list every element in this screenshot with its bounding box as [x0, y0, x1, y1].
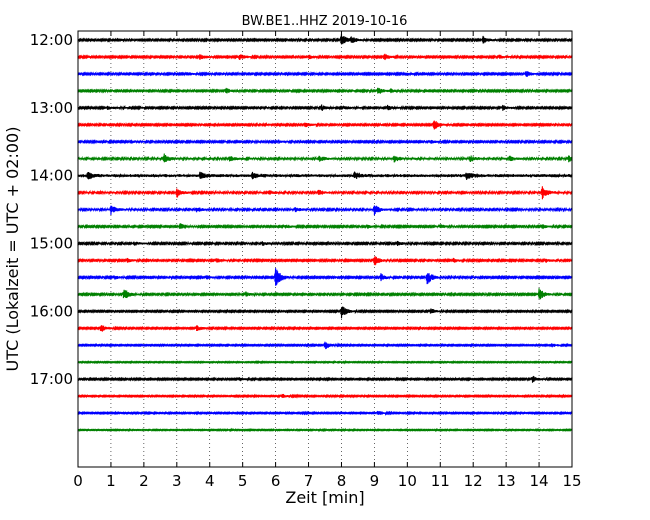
x-tick-label: 11	[431, 472, 450, 490]
y-tick-label: 13:00	[30, 99, 73, 117]
y-tick-label: 16:00	[30, 302, 73, 320]
x-tick-label: 9	[370, 472, 380, 490]
trace-16:45	[77, 359, 573, 365]
trace-12:30	[77, 71, 573, 77]
x-tick-label: 1	[106, 472, 116, 490]
trace-17:45	[77, 427, 573, 433]
trace-12:45	[77, 87, 573, 94]
trace-group	[77, 33, 573, 433]
trace-14:30	[77, 205, 573, 216]
trace-15:15	[77, 256, 573, 266]
trace-13:15	[77, 120, 573, 130]
y-tick-label: 14:00	[30, 167, 73, 185]
trace-14:00	[77, 171, 573, 180]
trace-16:00	[77, 306, 573, 319]
trace-13:45	[77, 153, 573, 163]
trace-15:00	[77, 240, 573, 247]
x-tick-label: 12	[464, 472, 483, 490]
x-tick-label: 2	[139, 472, 149, 490]
trace-14:45	[77, 223, 573, 230]
y-tick-label: 12:00	[30, 31, 73, 49]
y-axis-label: UTC (Lokalzeit = UTC + 02:00)	[3, 127, 22, 372]
x-tick-label: 6	[271, 472, 281, 490]
plot-frame	[77, 30, 573, 468]
trace-16:30	[77, 341, 573, 350]
trace-15:45	[77, 288, 573, 300]
trace-13:00	[77, 104, 573, 111]
x-tick-label: 8	[337, 472, 347, 490]
trace-14:15	[77, 186, 573, 200]
trace-17:15	[77, 393, 573, 399]
trace-15:30	[77, 268, 573, 286]
trace-12:00	[77, 33, 573, 45]
trace-17:00	[77, 375, 573, 383]
trace-13:30	[77, 138, 573, 145]
tick-group: 0 1 2 3 4 5 6 7 8 9 10 11 12 13 14 1512:0013:0014:0015:…	[30, 31, 582, 490]
x-tick-label: 0	[73, 472, 83, 490]
x-tick-label: 10	[398, 472, 417, 490]
trace-12:15	[77, 53, 573, 61]
x-tick-label: 7	[304, 472, 314, 490]
x-tick-label: 15	[562, 472, 581, 490]
y-tick-label: 15:00	[30, 234, 73, 252]
chart-title: BW.BE1..HHZ 2019-10-16	[242, 14, 408, 29]
x-tick-label: 14	[530, 472, 549, 490]
trace-16:15	[77, 325, 573, 332]
x-tick-label: 4	[205, 472, 215, 490]
x-tick-label: 3	[172, 472, 182, 490]
x-tick-label: 13	[497, 472, 516, 490]
grid-lines	[110, 31, 540, 467]
x-axis-label: Zeit [min]	[285, 488, 364, 507]
trace-17:30	[77, 410, 573, 416]
x-tick-label: 5	[238, 472, 248, 490]
y-tick-label: 17:00	[30, 370, 73, 388]
